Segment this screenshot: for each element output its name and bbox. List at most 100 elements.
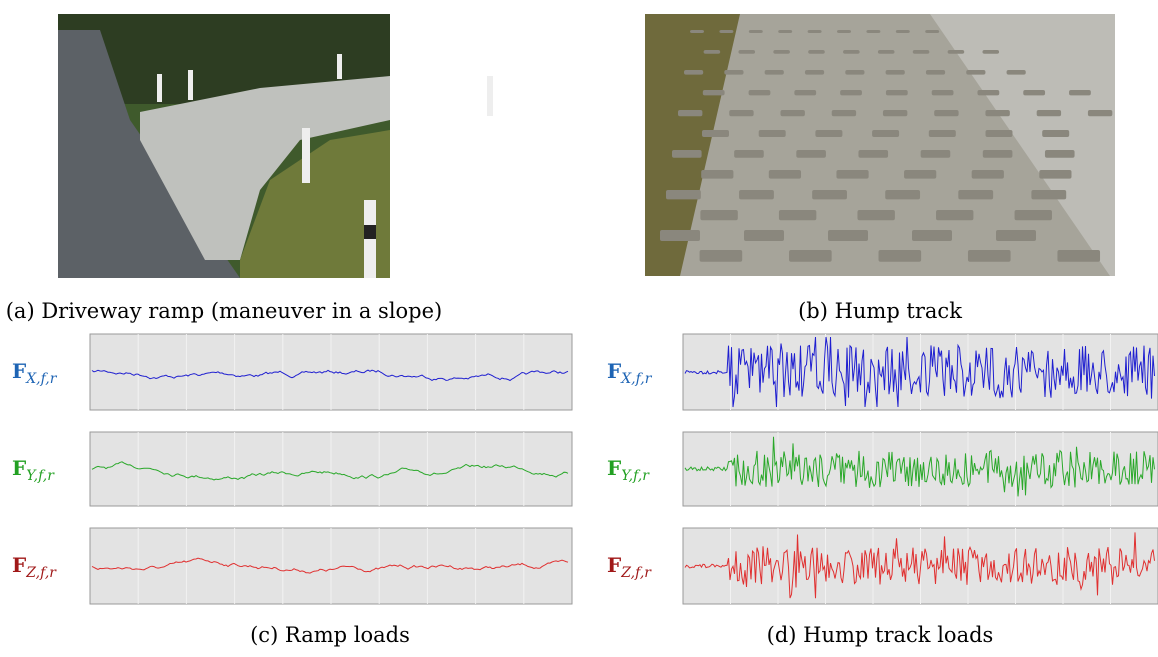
hump <box>780 110 805 117</box>
signal-trace <box>684 336 1155 408</box>
hump <box>996 230 1036 241</box>
hump <box>807 30 822 33</box>
hump <box>773 50 790 54</box>
hump <box>866 30 881 33</box>
hump <box>734 150 764 158</box>
hump <box>739 190 774 200</box>
hump <box>904 170 937 179</box>
signal-label: FZ,f,r <box>607 553 652 581</box>
hump <box>877 50 895 54</box>
hump <box>1044 150 1075 158</box>
hump <box>971 170 1004 179</box>
hump <box>836 170 869 179</box>
signal-label: FZ,f,r <box>12 553 57 581</box>
hump <box>1031 190 1067 200</box>
photo-hump-track <box>645 14 1115 276</box>
hump <box>885 190 921 200</box>
hump <box>985 130 1013 137</box>
hump <box>738 50 756 54</box>
hump <box>920 150 951 158</box>
hump <box>845 70 865 75</box>
hump <box>789 250 832 262</box>
hump <box>660 230 700 241</box>
hump <box>703 50 721 54</box>
hump <box>1036 110 1062 117</box>
caption: (d) Hump track loads <box>767 623 994 647</box>
hump <box>931 90 954 96</box>
hump <box>701 170 734 179</box>
hump <box>702 90 725 96</box>
hump <box>672 150 702 158</box>
hump <box>794 90 817 96</box>
hump <box>837 30 851 33</box>
photo-driveway-ramp <box>58 14 493 278</box>
hump <box>778 30 793 33</box>
hump <box>804 70 825 75</box>
hump <box>885 70 905 75</box>
signal-label: FY,f,r <box>607 456 650 484</box>
hump <box>748 30 763 33</box>
signal-trace <box>91 461 569 481</box>
hump <box>1087 110 1113 117</box>
signal-trace <box>684 436 1155 497</box>
hump <box>729 110 754 117</box>
signal-subscript: Y,f,r <box>26 468 55 484</box>
signal-symbol: F <box>607 359 621 383</box>
hump <box>758 130 786 137</box>
signal-label: FX,f,r <box>607 359 653 387</box>
hump <box>925 70 946 75</box>
hump <box>1014 210 1052 221</box>
hump <box>678 110 703 117</box>
hump <box>812 190 847 200</box>
hump <box>1023 90 1046 96</box>
hump <box>985 110 1010 117</box>
caption: (a) Driveway ramp (maneuver in a slope) <box>6 299 443 323</box>
hump <box>858 150 889 158</box>
signal-trace <box>684 532 1155 599</box>
hump <box>966 70 986 75</box>
hump <box>857 210 895 221</box>
signal-subscript: Z,f,r <box>25 565 57 581</box>
hump <box>872 130 900 137</box>
hump <box>808 50 825 54</box>
caption: (c) Ramp loads <box>250 623 410 647</box>
signal-subscript: X,f,r <box>620 371 653 387</box>
signal-symbol: F <box>12 553 26 577</box>
signal-label: FY,f,r <box>12 456 55 484</box>
hump <box>882 110 908 117</box>
hump <box>719 30 734 33</box>
hump <box>684 70 704 75</box>
hump <box>690 30 704 33</box>
hump <box>958 190 994 200</box>
hump <box>1042 130 1070 137</box>
hump <box>977 90 1000 96</box>
signal-trace <box>91 369 569 382</box>
signal-symbol: F <box>12 359 26 383</box>
hump <box>982 50 1000 54</box>
hump <box>744 230 784 241</box>
hump <box>1006 70 1026 75</box>
hump <box>724 70 744 75</box>
hump <box>982 150 1013 158</box>
hump <box>1039 170 1072 179</box>
signal-subscript: Y,f,r <box>621 468 650 484</box>
hump <box>1057 250 1101 262</box>
hump <box>764 70 784 75</box>
signal-label: FX,f,r <box>12 359 58 387</box>
caption: (b) Hump track <box>798 299 962 323</box>
hump <box>912 50 930 54</box>
hump <box>700 210 738 221</box>
hump <box>936 210 974 221</box>
signal-subscript: X,f,r <box>25 371 58 387</box>
hump <box>828 230 868 241</box>
signal-symbol: F <box>12 456 26 480</box>
signal-subscript: Z,f,r <box>620 565 652 581</box>
hump <box>947 50 965 54</box>
hump <box>934 110 959 117</box>
hump <box>885 90 908 96</box>
hump <box>702 130 729 137</box>
signal-symbol: F <box>607 553 621 577</box>
hump <box>925 30 940 33</box>
hump <box>699 250 743 262</box>
